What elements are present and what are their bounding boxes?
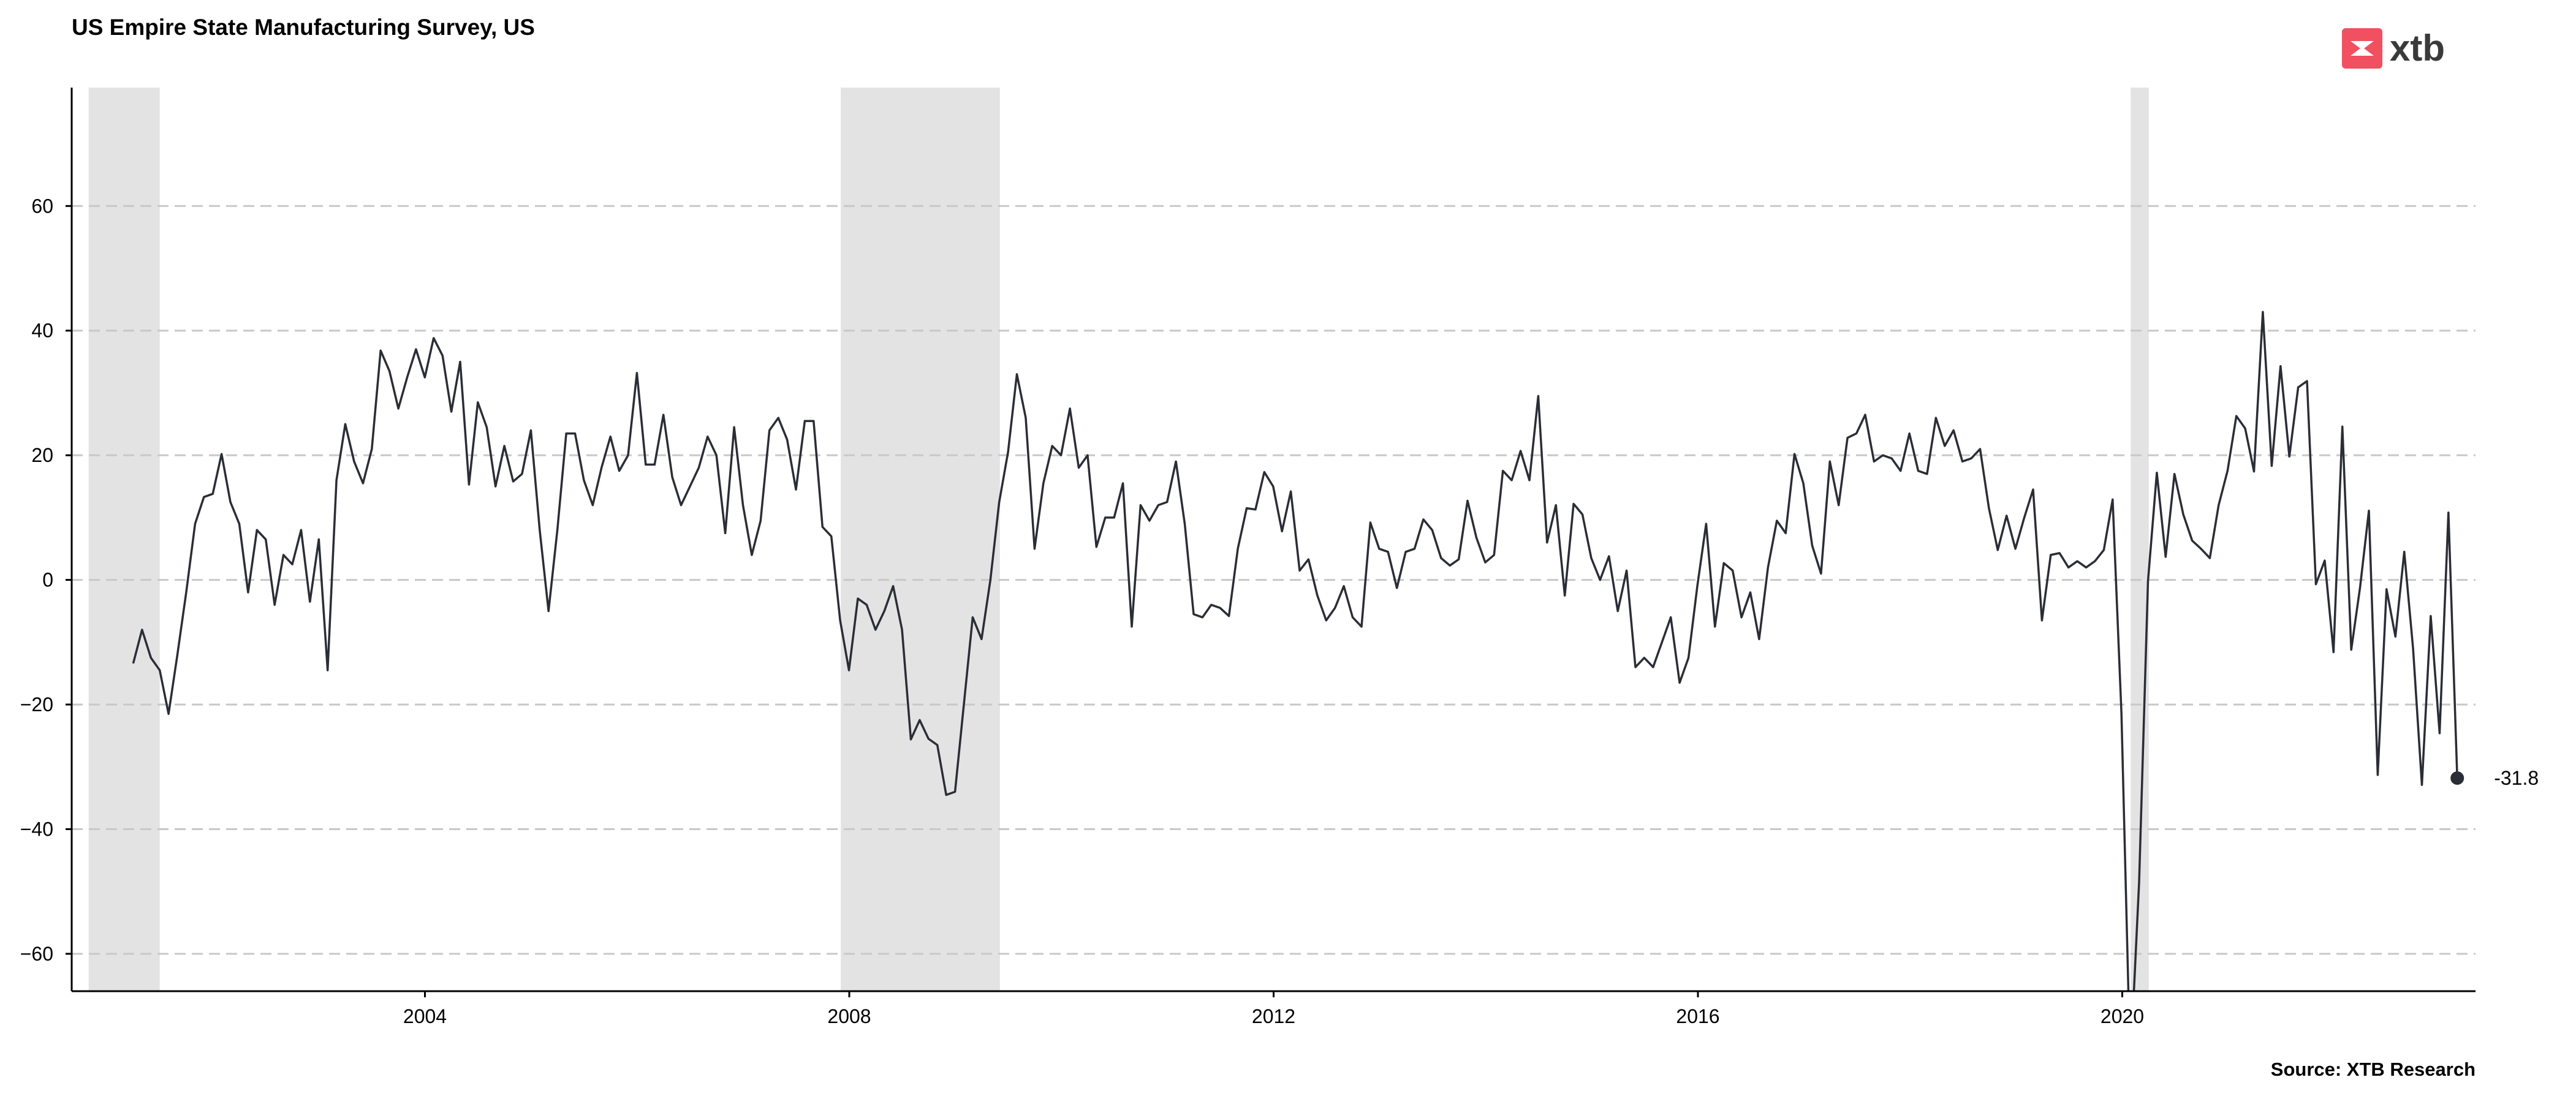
recession-band	[841, 88, 1000, 991]
recession-band	[88, 88, 160, 991]
y-ticks: 60 40 20 0 −20 −40 −60	[20, 195, 72, 965]
series-line	[132, 311, 2458, 991]
x-ticks: 2004 2008 2012 2016 2020	[403, 991, 2144, 1027]
y-tick-label: −40	[20, 818, 53, 840]
x-tick-label: 2008	[827, 1005, 871, 1027]
y-tick-label: 60	[31, 195, 53, 217]
xtb-logo-icon	[2342, 28, 2382, 69]
x-tick-label: 2020	[2101, 1005, 2144, 1027]
end-point	[2450, 771, 2464, 785]
xtb-logo-text: xtb	[2390, 28, 2445, 69]
end-marker: -31.8	[2450, 767, 2539, 789]
x-tick-label: 2016	[1676, 1005, 1719, 1027]
x-tick-label: 2004	[403, 1005, 447, 1027]
source-label: Source: XTB Research	[2271, 1059, 2476, 1080]
series-polyline	[132, 311, 2458, 991]
y-tick-label: −20	[20, 693, 53, 716]
x-tick-label: 2012	[1252, 1005, 1295, 1027]
y-tick-label: 20	[31, 444, 53, 466]
xtb-logo: xtb	[2342, 28, 2445, 69]
y-tick-label: 0	[42, 569, 53, 591]
recession-bands	[88, 88, 2149, 991]
y-tick-label: 40	[31, 320, 53, 342]
y-tick-label: −60	[20, 943, 53, 965]
chart-title: US Empire State Manufacturing Survey, US	[72, 15, 535, 40]
end-value-label: -31.8	[2494, 767, 2539, 789]
